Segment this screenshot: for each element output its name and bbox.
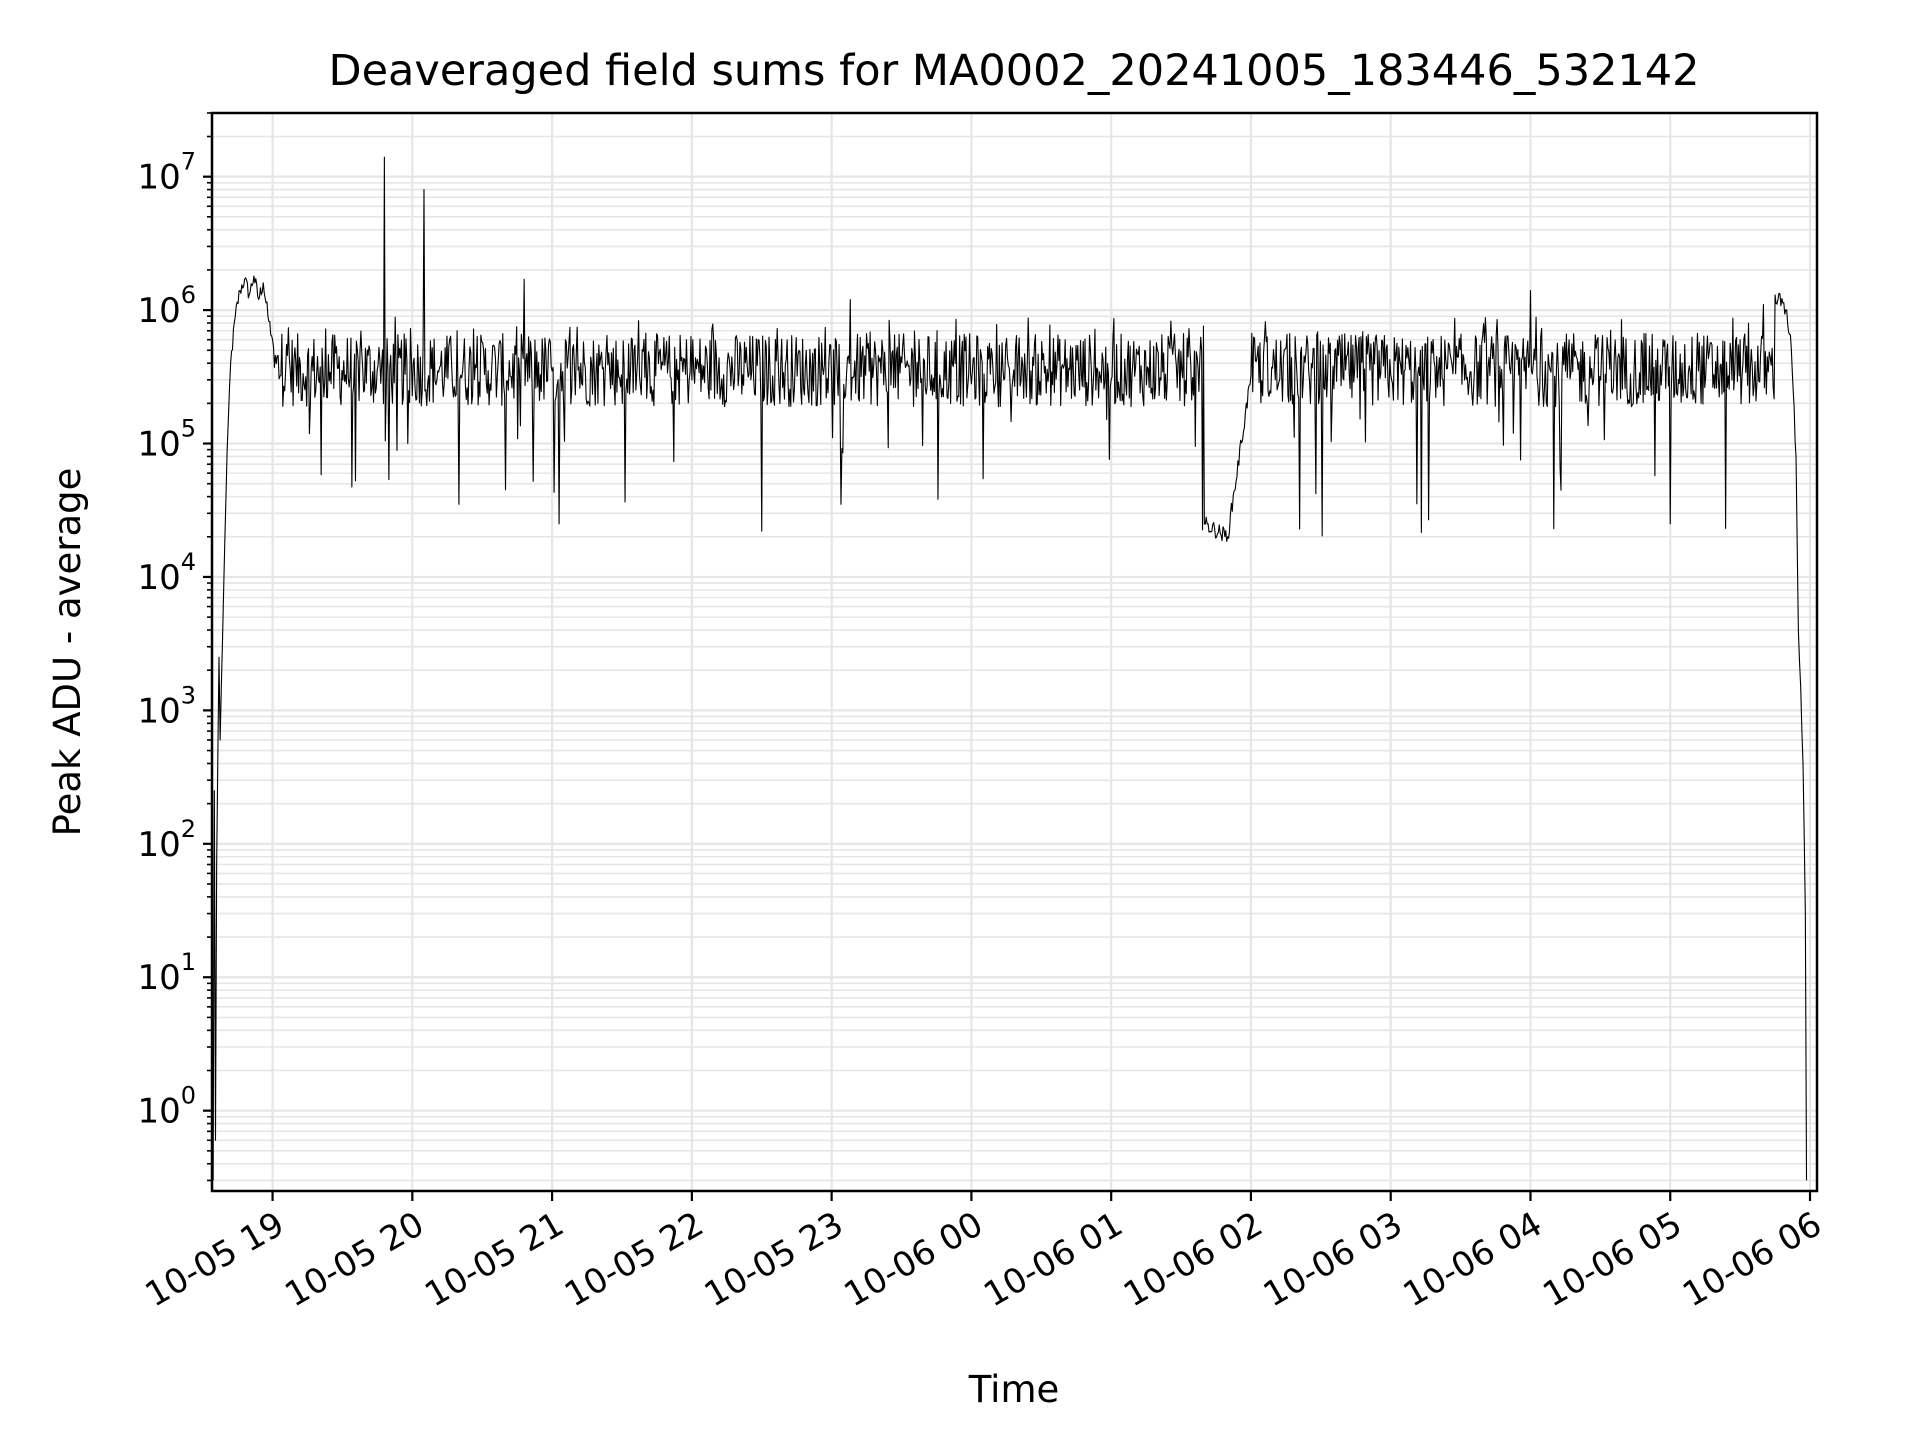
grid <box>212 112 1817 1191</box>
plot-frame <box>210 111 1819 1193</box>
y-tick-label: 107 <box>137 148 196 198</box>
y-tick-label: 103 <box>137 681 196 731</box>
y-tick-label: 101 <box>137 948 196 998</box>
y-tick-exponent: 1 <box>181 948 196 976</box>
data-layer <box>212 156 1808 1181</box>
y-tick-exponent: 0 <box>181 1082 196 1110</box>
x-tick-label: 10-06 04 <box>1397 1204 1549 1315</box>
y-tick-base: 10 <box>137 958 180 998</box>
x-tick-label: 10-06 05 <box>1536 1204 1688 1315</box>
y-tick-label: 104 <box>137 548 196 598</box>
x-axis-label: Time <box>968 1368 1060 1411</box>
y-tick-base: 10 <box>137 158 180 198</box>
y-tick-label: 102 <box>137 815 196 865</box>
y-tick-exponent: 2 <box>181 815 196 843</box>
y-tick-exponent: 3 <box>181 681 196 709</box>
series-line <box>212 156 1808 1181</box>
x-tick-label: 10-05 20 <box>278 1204 430 1315</box>
x-tick-label: 10-05 23 <box>698 1204 850 1315</box>
y-axis-label: Peak ADU - average <box>46 468 89 837</box>
x-tick-label: 10-06 02 <box>1117 1204 1269 1315</box>
y-tick-base: 10 <box>137 1092 180 1132</box>
y-tick-exponent: 7 <box>181 148 196 176</box>
chart-title: Deaveraged field sums for MA0002_2024100… <box>328 46 1699 96</box>
y-tick-label: 100 <box>137 1082 196 1132</box>
y-tick-label: 105 <box>137 415 196 465</box>
y-tick-base: 10 <box>137 558 180 598</box>
x-tick-label: 10-05 19 <box>139 1204 291 1315</box>
y-tick-base: 10 <box>137 825 180 865</box>
y-tick-exponent: 6 <box>181 281 196 309</box>
y-tick-base: 10 <box>137 291 180 331</box>
x-tick-label: 10-06 03 <box>1257 1204 1409 1315</box>
x-tick-label: 10-05 22 <box>558 1204 710 1315</box>
x-tick-label: 10-06 01 <box>977 1204 1129 1315</box>
y-tick-exponent: 4 <box>181 548 196 576</box>
x-tick-label: 10-06 00 <box>838 1204 990 1315</box>
y-tick-base: 10 <box>137 691 180 731</box>
y-tick-exponent: 5 <box>181 415 196 443</box>
y-tick-label: 106 <box>137 281 196 331</box>
x-tick-label: 10-06 06 <box>1676 1204 1828 1315</box>
x-tick-label: 10-05 21 <box>418 1204 570 1315</box>
y-tick-base: 10 <box>137 425 180 465</box>
